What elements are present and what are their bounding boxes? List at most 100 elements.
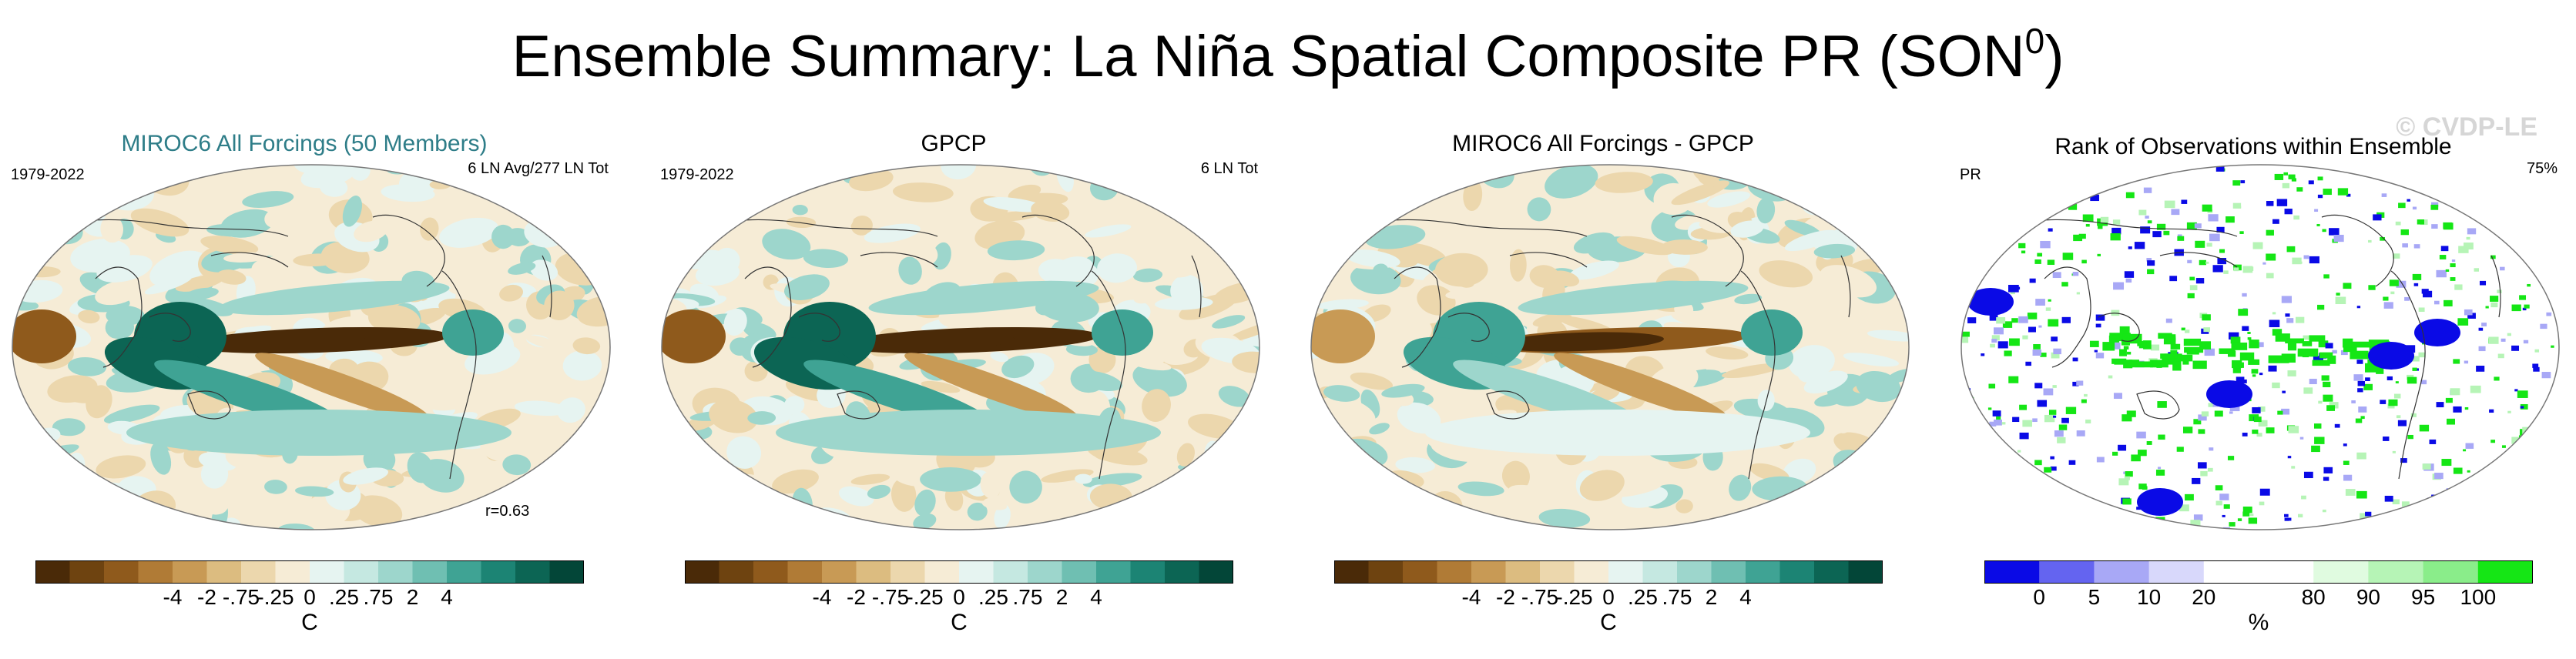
colorbar-unit: % xyxy=(2248,610,2269,635)
rank-cell xyxy=(2034,259,2041,264)
rank-cell xyxy=(2034,383,2043,389)
rank-cell xyxy=(2527,487,2536,493)
anomaly-feature xyxy=(1830,492,1888,528)
rank-cell xyxy=(2266,201,2274,206)
anomaly-feature xyxy=(514,165,569,197)
rank-cell xyxy=(2118,478,2129,486)
rank-cell xyxy=(2282,182,2290,189)
anomaly-feature xyxy=(197,490,229,515)
rank-cell xyxy=(2446,418,2456,425)
anomaly-feature xyxy=(1009,470,1042,504)
anomaly-feature xyxy=(898,256,922,285)
anomaly-feature xyxy=(1878,172,1900,189)
rank-cell xyxy=(2148,520,2158,527)
anomaly-feature xyxy=(1153,245,1198,278)
anomaly-feature xyxy=(1810,183,1863,199)
anomaly-feature xyxy=(1373,509,1410,530)
rank-cell xyxy=(2085,419,2091,424)
anomaly-feature xyxy=(1527,197,1551,222)
rank-cell xyxy=(2088,513,2095,518)
rank-cell xyxy=(2345,489,2356,496)
rank-cell xyxy=(2287,341,2297,351)
rank-cell xyxy=(2252,406,2261,413)
rank-cell xyxy=(2009,338,2020,346)
rank-cell xyxy=(2199,341,2212,350)
rank-cell xyxy=(2360,416,2365,420)
rank-cell xyxy=(2155,470,2165,476)
anomaly-feature xyxy=(1457,481,1504,497)
anomaly-feature xyxy=(1613,482,1663,497)
rank-cell xyxy=(2170,343,2181,350)
colorbar-tick-label: 2 xyxy=(406,585,419,609)
rank-cell xyxy=(2284,209,2293,215)
colorbar-swatch xyxy=(1130,560,1166,584)
map-field xyxy=(12,165,610,530)
rank-cell xyxy=(2198,429,2205,434)
panel-variable: PR xyxy=(1960,166,1981,183)
rank-cell xyxy=(2052,272,2061,279)
rank-cell xyxy=(2095,314,2105,321)
anomaly-feature xyxy=(662,493,689,506)
map-border xyxy=(1961,164,2560,530)
rank-cell xyxy=(2400,229,2409,236)
rank-cell xyxy=(2313,356,2324,363)
rank-cell xyxy=(2032,418,2038,423)
anomaly-feature xyxy=(921,380,961,393)
rank-cell xyxy=(2038,325,2042,328)
rank-cell xyxy=(2181,327,2185,331)
rank-cell xyxy=(2445,191,2454,197)
rank-cell xyxy=(2404,245,2408,248)
rank-cell xyxy=(2534,349,2540,353)
rank-cell xyxy=(2420,380,2427,385)
colorbar-tick-label: 0 xyxy=(304,585,316,609)
rank-cell xyxy=(2026,530,2035,531)
anomaly-feature xyxy=(92,502,121,530)
rank-cell xyxy=(2181,199,2188,204)
anomaly-feature xyxy=(1520,229,1548,246)
anomaly-feature xyxy=(2206,380,2252,408)
rank-cell xyxy=(2199,259,2206,266)
rank-cell xyxy=(2560,450,2561,453)
rank-cell xyxy=(2302,341,2313,346)
rank-cell xyxy=(2061,282,2068,287)
rank-cell xyxy=(2429,439,2437,444)
rank-cell xyxy=(2166,334,2176,342)
rank-cell xyxy=(2124,271,2135,278)
rank-cell xyxy=(2489,409,2494,413)
anomaly-feature xyxy=(1734,293,1763,305)
rank-cell xyxy=(2008,376,2019,383)
colorbar-swatch xyxy=(1848,560,1883,584)
rank-cell xyxy=(2176,447,2184,452)
colorbar-swatch xyxy=(1199,560,1233,584)
colorbar-tick-label: -2 xyxy=(847,585,866,609)
rank-cell xyxy=(1961,465,1969,472)
rank-cell xyxy=(2516,224,2526,232)
rank-cell xyxy=(2419,424,2430,432)
anomaly-feature xyxy=(1788,345,1835,379)
rank-cell xyxy=(2285,338,2304,344)
rank-cell xyxy=(2281,408,2290,415)
rank-cell xyxy=(2241,379,2247,383)
rank-cell xyxy=(2488,336,2499,344)
rank-cell xyxy=(2299,261,2303,264)
rank-cell xyxy=(2048,319,2059,327)
anomaly-feature xyxy=(499,284,524,302)
rank-cell xyxy=(2490,302,2498,308)
anomaly-feature xyxy=(766,165,783,176)
anomaly-feature xyxy=(576,296,610,327)
rank-cell xyxy=(2237,518,2242,521)
rank-cell xyxy=(2418,307,2425,312)
rank-cell xyxy=(2051,336,2058,342)
rank-cell xyxy=(2033,206,2038,210)
rank-cell xyxy=(2465,443,2474,449)
rank-cell xyxy=(2363,383,2373,390)
colorbar-swatch xyxy=(515,560,550,584)
rank-cell xyxy=(2044,467,2052,473)
colorbar-swatch xyxy=(1711,560,1746,584)
rank-cell xyxy=(2068,203,2078,210)
rank-cell xyxy=(2150,360,2168,368)
rank-cell xyxy=(2434,473,2444,480)
rank-cell xyxy=(2364,363,2383,373)
rank-cell xyxy=(2357,388,2363,393)
anomaly-feature xyxy=(1675,499,1693,513)
